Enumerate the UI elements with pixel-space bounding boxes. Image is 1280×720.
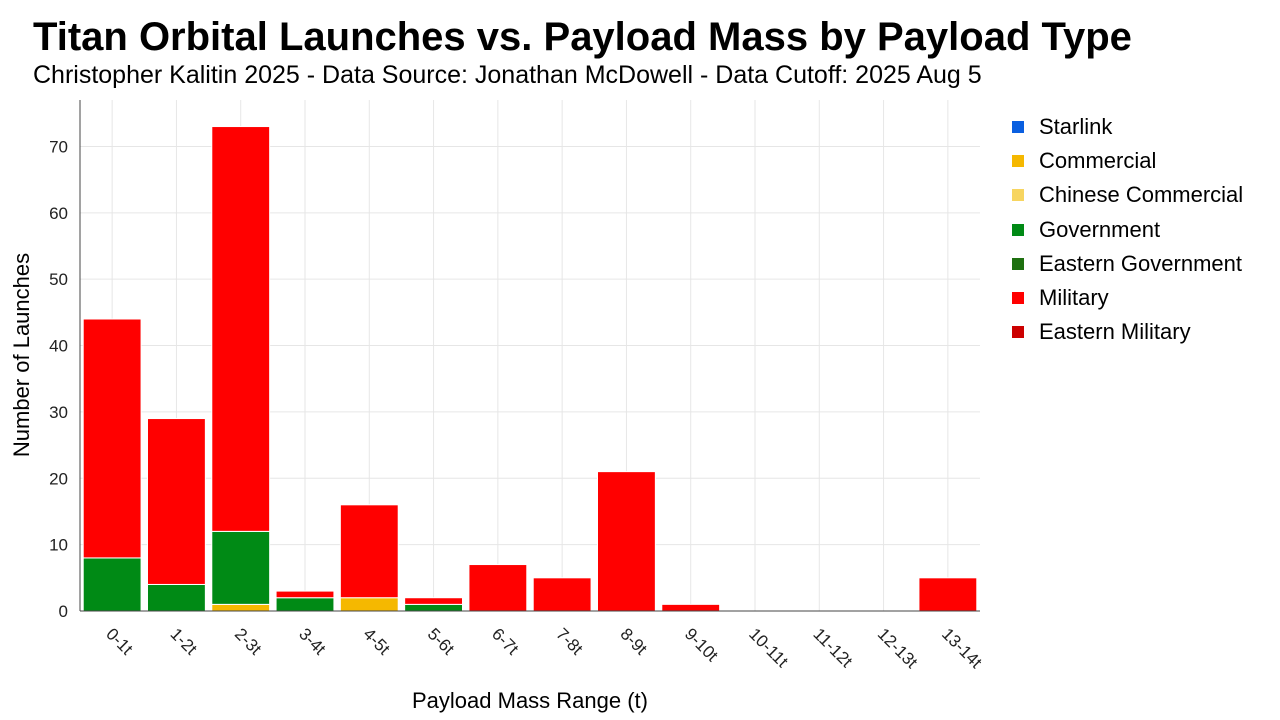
legend-label: Government [1039,216,1161,242]
legend-label: Eastern Government [1039,250,1242,276]
legend-label: Military [1039,285,1109,311]
x-axis-label: Payload Mass Range (t) [412,688,648,713]
legend-swatch [1012,155,1024,168]
legend-swatch [1012,257,1024,270]
y-axis-label: Number of Launches [9,253,34,457]
x-tick-label: 3-4t [295,624,329,658]
bar-segment [404,597,463,605]
x-tick-label: 8-9t [617,624,651,658]
legend-label: Starlink [1039,114,1113,140]
legend-item[interactable]: Military [1012,281,1243,315]
bar-segment [147,418,206,585]
x-tick-label: 4-5t [359,624,393,658]
bars [82,126,978,612]
x-tick-label: 5-6t [424,624,458,658]
bar-segment [211,603,271,612]
y-tick-label: 20 [49,469,68,488]
y-tick-label: 10 [49,536,68,555]
legend-swatch [1012,292,1024,305]
legend-label: Commercial [1039,148,1157,174]
bar-segment [597,471,656,612]
legend-swatch [1012,223,1024,236]
bar-segment [275,590,335,599]
y-tick-label: 0 [59,602,68,621]
x-tick-label: 10-11t [745,624,792,671]
x-tick-label: 12-13t [874,624,922,672]
legend-item[interactable]: Commercial [1012,144,1243,178]
legend-item[interactable]: Starlink [1012,110,1243,144]
legend-label: Chinese Commercial [1039,182,1244,208]
bar-segment [211,126,271,532]
legend-item[interactable]: Eastern Military [1012,315,1243,349]
legend-label: Eastern Military [1039,319,1191,345]
x-tick-label: 1-2t [167,624,201,658]
chart-title: Titan Orbital Launches vs. Payload Mass … [33,15,1132,59]
x-tick-label: 6-7t [488,624,522,658]
legend-swatch [1012,121,1024,134]
x-tick-label: 0-1t [102,624,136,658]
chart-subtitle: Christopher Kalitin 2025 - Data Source: … [33,61,982,89]
x-tick-label: 13-14t [938,624,986,672]
x-tick-label: 9-10t [681,624,722,665]
legend-swatch [1012,189,1024,202]
y-tick-label: 40 [49,337,68,356]
bar-segment [339,597,399,612]
x-tick-label: 2-3t [231,624,265,658]
x-tick-label: 7-8t [552,624,586,658]
bar-segment [211,530,271,605]
legend-item[interactable]: Eastern Government [1012,247,1243,281]
bar-segment [532,577,592,612]
bar-segment [82,318,142,559]
bar-segment [918,577,978,612]
bar-segment [275,597,335,612]
legend-swatch [1012,326,1024,339]
bar-segment [404,603,463,612]
y-tick-label: 70 [49,137,68,156]
legend-item[interactable]: Chinese Commercial [1012,178,1243,212]
bar-segment [147,583,206,612]
bar-segment [82,557,142,612]
legend: Starlink Commercial Chinese Commercial Gove… [1012,110,1243,349]
bar-segment [339,504,399,599]
bar-segment [661,603,721,612]
legend-item[interactable]: Government [1012,213,1243,247]
y-tick-label: 50 [49,270,68,289]
y-tick-label: 60 [49,204,68,223]
x-tick-label: 11-12t [809,624,856,671]
y-tick-label: 30 [49,403,68,422]
bar-segment [468,564,528,612]
